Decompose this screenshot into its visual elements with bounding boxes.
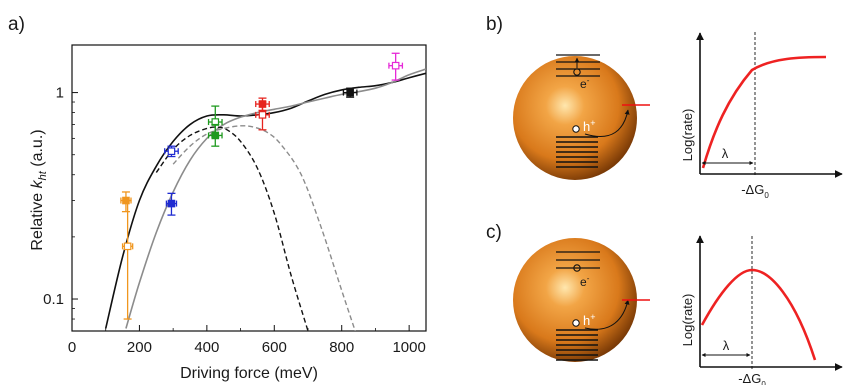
marker [167,147,176,156]
hole-levels [556,329,598,361]
x-tick-label: 1000 [392,339,425,356]
fit-curves [104,68,426,331]
data-point-magenta-open [388,52,404,81]
y-axis-ticks: 0.11 [43,85,78,320]
nanocrystal-sphere [513,238,637,362]
lambda-label: λ [723,338,730,353]
x-tick-label: 800 [329,339,354,356]
y-axis-label: Relative kht (a.u.) [29,129,49,250]
nanocrystal-schematic-c: e- h+ [513,238,650,362]
x-axis-label: Driving force (meV) [180,365,318,382]
x-axis-label: -ΔG0 [741,182,769,200]
fit-curve-dashed-black [155,126,309,331]
hole-marker [572,125,580,133]
rate-curve [701,55,827,169]
electron-marker [573,68,581,76]
marker [167,199,176,208]
data-point-red-open [255,101,270,131]
fit-curve-dashed-gray [172,125,356,331]
rate-curve [700,268,817,361]
nanocrystal-schematic-b: e- h+ [513,54,650,180]
fit-curve-solid-gray [125,68,426,329]
y-axis-label-sub: ht [37,170,49,180]
marker [211,131,220,140]
hole-levels [556,136,598,168]
marker [346,88,354,97]
hole-marker [572,319,580,327]
x-tick-label: 0 [68,339,76,356]
rate-plot-c: λ Log(rate) -ΔG0 [680,235,843,385]
data-point-blue-filled [165,192,178,216]
data-point-orange-open [121,199,134,320]
main-chart: 0 200 400 600 800 1000 0.11 Driving force (me… [29,44,427,382]
plot-frame [71,44,427,332]
y-axis-label-k: k [29,179,46,188]
y-axis-label: Log(rate) [680,294,695,347]
hole-transfer-arrow [584,109,630,138]
panel-label-b: b) [486,14,503,35]
marker [258,111,267,119]
data-point-orange-filled [120,191,132,213]
data-point-blue-open [164,145,179,158]
lambda-label: λ [722,146,729,161]
y-axis-label-units: (a.u.) [29,129,46,171]
hole-transfer-arrow [584,299,630,330]
nanocrystal-sphere [513,56,637,180]
hole-label: h+ [583,118,596,134]
panel-label-a: a) [8,14,25,35]
y-axis-label-main: Relative [29,188,46,250]
marker [391,61,400,70]
electron-levels [556,251,600,269]
electron-label: e- [580,274,590,289]
panel-label-c: c) [486,222,502,243]
electron-label: e- [580,76,590,91]
x-axis-ticks: 0 200 400 600 800 1000 [68,325,426,356]
data-points [120,52,404,320]
y-tick-label: 0.1 [43,291,64,308]
x-tick-label: 200 [127,339,152,356]
marker [123,242,132,251]
data-point-green-filled [207,123,223,147]
y-tick-label: 1 [56,85,64,102]
data-point-black-filled [342,87,358,98]
x-axis-label: -ΔG0 [738,371,766,385]
hole-label: h+ [583,312,596,328]
x-tick-label: 400 [194,339,219,356]
electron-marker [573,264,581,272]
y-axis-label: Log(rate) [680,109,695,162]
x-tick-label: 600 [262,339,287,356]
rate-plot-b: λ Log(rate) -ΔG0 [680,32,843,200]
